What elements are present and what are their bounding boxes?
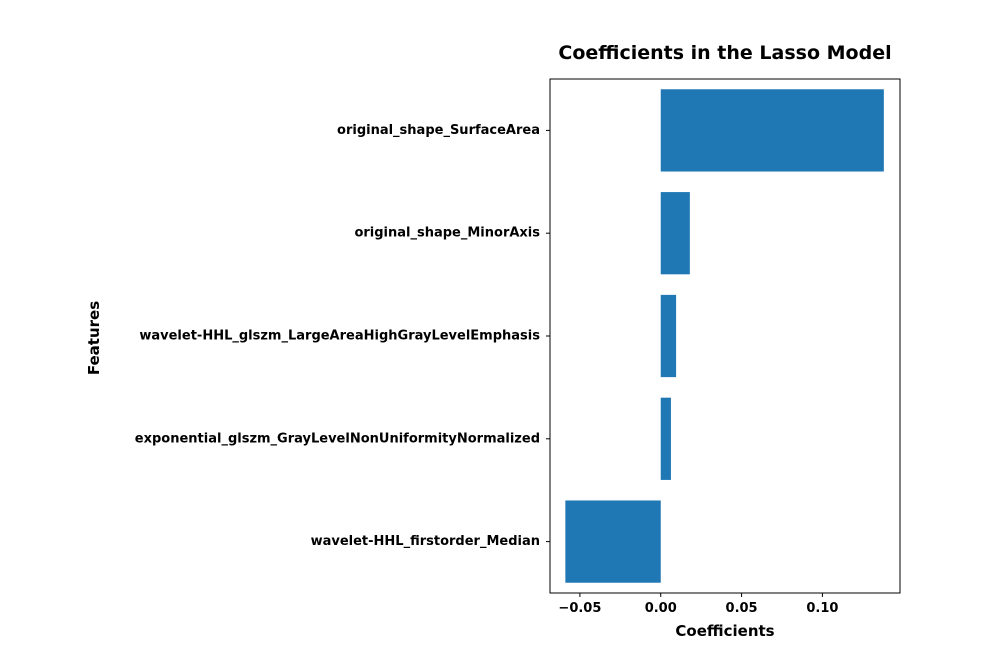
chart-title: Coefficients in the Lasso Model: [558, 42, 891, 64]
x-tick-label-3: 0.10: [806, 601, 838, 616]
y-tick-label-0: original_shape_SurfaceArea: [337, 123, 540, 138]
bar-3: [660, 397, 671, 480]
y-tick-label-4: wavelet-HHL_firstorder_Median: [311, 534, 540, 549]
y-axis-label: Features: [85, 301, 103, 375]
bar-4: [565, 500, 661, 583]
y-tick-label-3: exponential_glszm_GrayLevelNonUniformity…: [135, 431, 540, 446]
x-tick-label-2: 0.05: [726, 601, 758, 616]
bars-group: [565, 89, 884, 583]
y-tick-label-2: wavelet-HHL_glszm_LargeAreaHighGrayLevel…: [139, 329, 540, 344]
bar-1: [660, 192, 690, 275]
y-axis-ticks: original_shape_SurfaceArea original_shape…: [135, 123, 550, 549]
x-tick-label-1: 0.00: [645, 601, 677, 616]
x-axis-ticks: −0.05 0.00 0.05 0.10: [558, 593, 838, 616]
bar-0: [660, 89, 884, 172]
x-axis-label: Coefficients: [675, 622, 774, 640]
y-tick-label-1: original_shape_MinorAxis: [354, 226, 540, 241]
bar-2: [660, 294, 677, 378]
x-tick-label-0: −0.05: [558, 601, 601, 616]
